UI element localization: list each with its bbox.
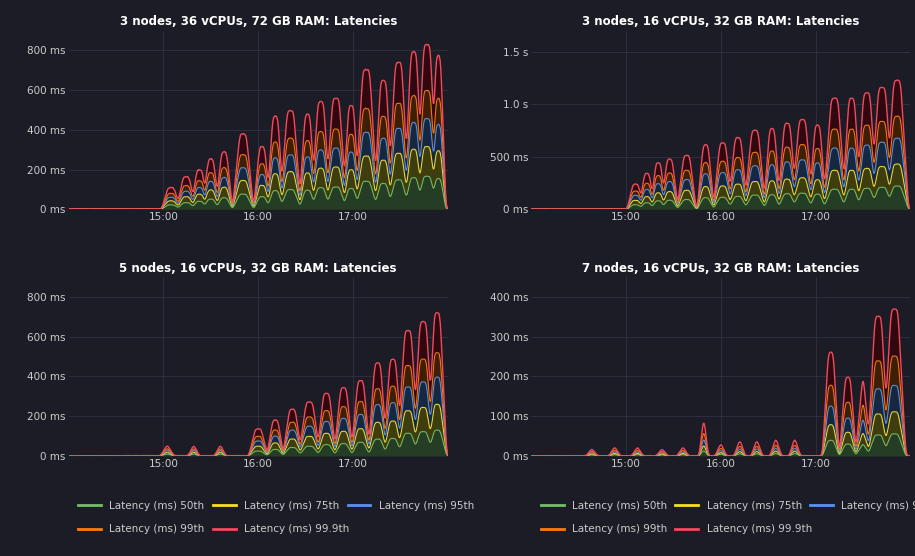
Title: 7 nodes, 16 vCPUs, 32 GB RAM: Latencies: 7 nodes, 16 vCPUs, 32 GB RAM: Latencies	[582, 262, 859, 275]
Legend: Latency (ms) 99th, Latency (ms) 99.9th: Latency (ms) 99th, Latency (ms) 99.9th	[536, 520, 816, 538]
Title: 5 nodes, 16 vCPUs, 32 GB RAM: Latencies: 5 nodes, 16 vCPUs, 32 GB RAM: Latencies	[120, 262, 397, 275]
Legend: Latency (ms) 99th, Latency (ms) 99.9th: Latency (ms) 99th, Latency (ms) 99.9th	[74, 520, 353, 538]
Title: 3 nodes, 36 vCPUs, 72 GB RAM: Latencies: 3 nodes, 36 vCPUs, 72 GB RAM: Latencies	[120, 15, 397, 28]
Title: 3 nodes, 16 vCPUs, 32 GB RAM: Latencies: 3 nodes, 16 vCPUs, 32 GB RAM: Latencies	[582, 15, 859, 28]
